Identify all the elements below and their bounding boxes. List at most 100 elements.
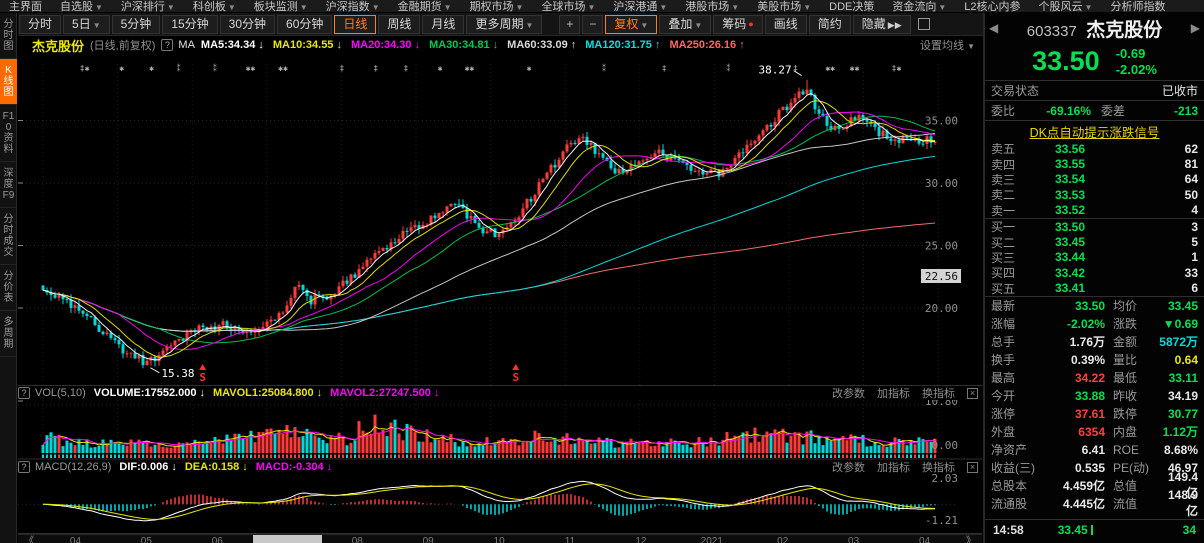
stat-value: 46.97: [1167, 460, 1198, 475]
period-button-5[interactable]: 60分钟: [277, 14, 333, 34]
top-menu-item-3[interactable]: 科创板 ▼: [192, 1, 236, 13]
svg-text:⁑: ⁑: [177, 63, 181, 73]
top-menu-item-4[interactable]: 板块监测 ▼: [253, 1, 308, 13]
close-icon[interactable]: ×: [967, 387, 978, 399]
scroll-left-icon[interactable]: 《: [24, 536, 34, 543]
period-button-2[interactable]: 5分钟: [111, 14, 161, 34]
svg-text:2.03: 2.03: [932, 472, 959, 485]
top-menu-item-14[interactable]: L2核心内参: [964, 1, 1021, 13]
top-menu-item-1[interactable]: 自选股 ▼: [60, 1, 103, 13]
svg-text:0.00: 0.00: [932, 439, 959, 452]
indicator-action-1[interactable]: 加指标: [877, 462, 910, 474]
book-volume: 5: [1191, 235, 1198, 250]
book-volume: 1: [1191, 250, 1198, 265]
tool-button-0[interactable]: 复权 ▼: [605, 14, 658, 34]
double-arrow-icon: ▶▶: [887, 19, 902, 30]
stat-value: 33.11: [1168, 370, 1198, 385]
zoom-in-button[interactable]: +: [559, 14, 581, 34]
stat-row-11: 流通股 4.445亿 流值 148.9亿: [985, 488, 1204, 518]
svg-text:✱✱: ✱✱: [246, 64, 256, 73]
svg-text:20.00: 20.00: [925, 302, 958, 315]
indicator-action-2[interactable]: 换指标: [922, 388, 955, 400]
help-icon[interactable]: ?: [161, 39, 174, 51]
left-sidebar: 分时图 K线图 F10资料 深度F9 分时成交 分价表 多周期: [0, 13, 17, 543]
ticker-volume: 34: [1182, 523, 1196, 538]
tool-button-1[interactable]: 叠加 ▼: [659, 14, 712, 34]
sidebar-item-0[interactable]: 分时图: [0, 13, 17, 59]
stat-row-4: 最高 34.22 最低 33.11: [985, 369, 1204, 387]
top-menu-item-5[interactable]: 沪深指数 ▼: [325, 1, 380, 13]
period-button-0[interactable]: 分时: [19, 14, 62, 34]
sidebar-item-5[interactable]: 分价表: [0, 265, 17, 311]
book-level-label: 买五: [991, 281, 1016, 296]
period-button-4[interactable]: 30分钟: [219, 14, 276, 34]
ma-settings-button[interactable]: 设置均线 ▼: [920, 40, 975, 52]
sidebar-item-4[interactable]: 分时成交: [0, 208, 17, 265]
tool-button-3[interactable]: 画线: [764, 14, 807, 34]
top-menu-item-0[interactable]: 主界面: [9, 1, 42, 13]
book-level-label: 卖五: [991, 142, 1016, 157]
top-menu-item-15[interactable]: 个股风云 ▼: [1038, 1, 1093, 13]
indicator-action-1[interactable]: 加指标: [877, 388, 910, 400]
month-label: 12: [635, 536, 647, 543]
top-menu-item-6[interactable]: 金融期货 ▼: [397, 1, 452, 13]
stat-label: 最新: [991, 299, 1016, 314]
month-label: 11: [564, 536, 576, 543]
period-button-1[interactable]: 5日 ▼: [63, 14, 110, 34]
mavol1-value: MAVOL1:25084.800: [212, 387, 314, 399]
ma-lines: [42, 93, 936, 361]
top-menu-item-2[interactable]: 沪深排行 ▼: [120, 1, 175, 13]
top-menu-item-16[interactable]: 分析师指数: [1110, 1, 1166, 13]
svg-text:-1.21: -1.21: [925, 514, 958, 527]
zoom-out-button[interactable]: −: [582, 14, 604, 34]
top-menu-item-10[interactable]: 港股市场 ▼: [685, 1, 740, 13]
scroll-right-icon[interactable]: 》: [965, 536, 976, 543]
stat-row-1: 涨幅 -2.02% 涨跌 ▼0.69: [985, 315, 1204, 333]
weibi-value: -69.16%: [1046, 103, 1091, 118]
bid-row-0: 买一 33.50 3: [985, 219, 1204, 235]
stat-label: 跌停: [1113, 407, 1138, 422]
period-button-9[interactable]: 更多周期 ▼: [466, 14, 543, 34]
date-axis[interactable]: 《 04 05 06 08 09 10 11 12 2021 02 03 04 》: [18, 534, 982, 543]
stat-row-2: 总手 1.76万 金额 5872万: [985, 333, 1204, 351]
close-icon[interactable]: ×: [967, 461, 978, 473]
period-button-8[interactable]: 月线: [422, 14, 465, 34]
help-icon[interactable]: ?: [18, 387, 30, 399]
sidebar-item-1[interactable]: K线图: [0, 59, 17, 105]
dk-signal-link[interactable]: DK点自动提示涨跌信号: [1029, 125, 1160, 140]
indicator-action-0[interactable]: 改参数: [832, 462, 865, 474]
stat-grid: 最新 33.50 均价 33.45 涨幅 -2.02% 涨跌 ▼0.69 总手 1.76万 金额 58…: [985, 297, 1204, 519]
prev-stock-arrow-icon[interactable]: ◀: [989, 21, 999, 35]
tool-button-2[interactable]: 筹码 ●: [713, 14, 763, 34]
top-menu-item-12[interactable]: DDE决策: [829, 1, 875, 13]
stat-value: ▼0.69: [1162, 316, 1198, 331]
top-menu-item-7[interactable]: 期权市场 ▼: [469, 1, 524, 13]
sidebar-item-3[interactable]: 深度F9: [0, 162, 17, 208]
stat-value: 0.535: [1074, 460, 1105, 475]
chevron-down-icon: ▼: [443, 3, 452, 12]
svg-text:35.00: 35.00: [925, 115, 958, 128]
tool-button-4[interactable]: 简约: [808, 14, 851, 34]
help-icon[interactable]: ?: [18, 461, 30, 473]
stat-label: 涨停: [991, 407, 1016, 422]
period-button-7[interactable]: 周线: [378, 14, 421, 34]
top-menu-item-9[interactable]: 沪深港通 ▼: [613, 1, 668, 13]
indicator-action-0[interactable]: 改参数: [832, 388, 865, 400]
tool-button-5[interactable]: 隐藏 ▶▶: [852, 14, 911, 34]
book-price: 33.55: [1054, 157, 1086, 172]
top-menu-item-13[interactable]: 资金流向 ▼: [892, 1, 947, 13]
next-stock-arrow-icon[interactable]: ▶: [1190, 21, 1200, 35]
chevron-down-icon: ▼: [938, 3, 947, 12]
sidebar-item-6[interactable]: 多周期: [0, 311, 17, 357]
period-button-6[interactable]: 日线: [334, 14, 377, 34]
stat-value: 34.22: [1074, 370, 1105, 385]
sidebar-item-2[interactable]: F10资料: [0, 105, 17, 162]
fullscreen-icon[interactable]: [917, 18, 930, 30]
trade-ticker-row[interactable]: 14:58 33.45 34: [985, 518, 1204, 541]
ask-row-3: 卖二 33.53 50: [985, 187, 1204, 203]
period-button-3[interactable]: 15分钟: [162, 14, 218, 34]
indicator-action-2[interactable]: 换指标: [922, 462, 955, 474]
top-menu-item-11[interactable]: 美股市场 ▼: [757, 1, 812, 13]
top-menu-item-8[interactable]: 全球市场 ▼: [541, 1, 596, 13]
